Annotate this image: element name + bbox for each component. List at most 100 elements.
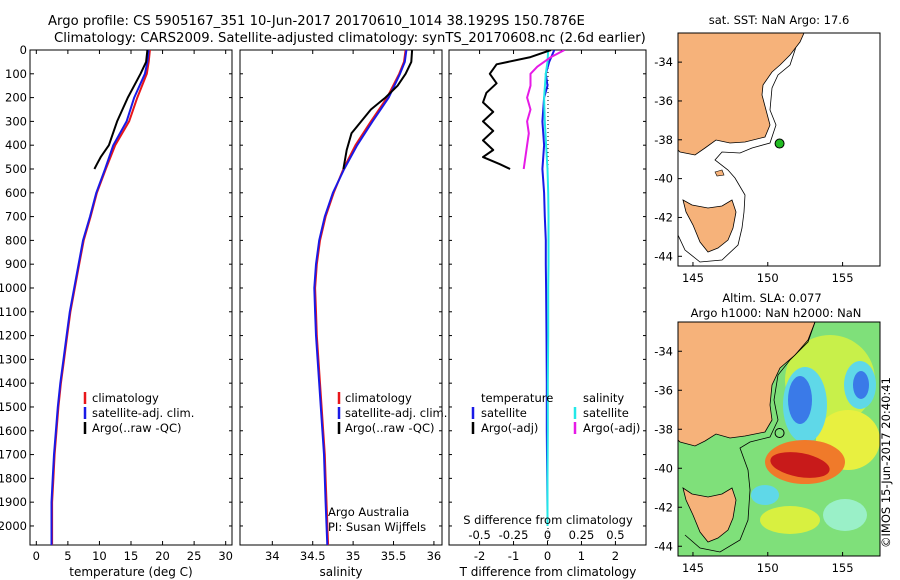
lat-tick-label: -34 bbox=[654, 55, 673, 69]
imos-footer: ©IMOS 15-Jun-2017 20:40:41 bbox=[879, 377, 893, 548]
argo-location-marker bbox=[774, 138, 785, 149]
x-tick-label: 10 bbox=[92, 549, 107, 563]
sst-map-panel: sat. SST: NaN Argo: 17.6 145 150 155 -34 -36… bbox=[654, 13, 881, 285]
difference-legend: temperature satellite Argo(-adj) salinit… bbox=[471, 391, 640, 435]
difference-series bbox=[482, 50, 565, 526]
sla-map-title-line2: Argo h1000: NaN h2000: NaN bbox=[691, 306, 862, 320]
salinity-series bbox=[313, 50, 414, 545]
lon-tick-label: 150 bbox=[757, 561, 779, 575]
s-difference-ticks: -0.5 -0.25 0 0.25 0.5 bbox=[468, 528, 624, 542]
legend-temp-argo: Argo(-adj) bbox=[481, 421, 538, 435]
depth-tick-label: 700 bbox=[5, 210, 27, 224]
depth-tick-label: 0 bbox=[20, 43, 27, 57]
x-tick-label: 35 bbox=[346, 549, 361, 563]
x-tick-label: 0 bbox=[33, 549, 40, 563]
lat-tick-label: -34 bbox=[654, 344, 673, 358]
shelf-contour bbox=[684, 322, 816, 553]
legend-sal-satellite: satellite bbox=[583, 406, 629, 420]
t-difference-xlabel: T difference from climatology bbox=[459, 565, 637, 579]
temperature-axes bbox=[29, 49, 233, 546]
sst-map-ticks: 145 150 155 -34 -36 -38 -40 -42 -44 bbox=[654, 55, 853, 285]
lat-tick-label: -38 bbox=[654, 133, 673, 147]
sla-cyan-eddy bbox=[751, 485, 779, 505]
x-tick-label: -1 bbox=[508, 549, 519, 563]
lat-tick-label: -38 bbox=[654, 422, 673, 436]
lon-tick-label: 155 bbox=[832, 561, 854, 575]
mainland-land bbox=[678, 322, 816, 447]
x-tick-label: 0 bbox=[544, 549, 551, 563]
legend-argo: Argo(..raw -QC) bbox=[92, 421, 182, 435]
temperature-xlabel: temperature (deg C) bbox=[69, 565, 192, 579]
x-tick-label: -2 bbox=[474, 549, 485, 563]
tasmania-land bbox=[682, 199, 737, 253]
sla-map-title-line1: Altim. SLA: 0.077 bbox=[722, 291, 821, 305]
depth-tick-label: 1000 bbox=[0, 281, 27, 295]
lon-tick-label: 145 bbox=[682, 271, 704, 285]
sla-map-panel: Altim. SLA: 0.077 Argo h1000: NaN h2000:… bbox=[654, 291, 881, 575]
x-tick-label: 20 bbox=[155, 549, 170, 563]
legend-temp-satellite: satellite bbox=[481, 406, 527, 420]
shelf-contour bbox=[678, 33, 801, 263]
series-line-salinity-argo-adj- bbox=[522, 50, 565, 170]
salinity-panel: 34 34.5 35 35.5 36 climatology satellite-adj… bbox=[239, 49, 447, 579]
x-tick-label: 2 bbox=[612, 549, 619, 563]
legend-climatology: climatology bbox=[92, 391, 159, 405]
depth-ticks: 0 100 200 300 400 500 600 700 800 900 1000 1100 1200… bbox=[0, 43, 34, 533]
header-line2: Climatology: CARS2009. Satellite-adjuste… bbox=[54, 31, 646, 46]
series-line-temperature-argo-adj- bbox=[482, 50, 552, 170]
depth-tick-label: 1900 bbox=[0, 495, 27, 509]
sla-cyan-eddy bbox=[823, 499, 867, 531]
sla-map-ticks: 145 150 155 -34 -36 -38 -40 -42 -44 bbox=[654, 344, 853, 575]
sla-blue-eddy bbox=[853, 371, 869, 399]
series-line-argo-raw-qc- bbox=[93, 50, 149, 170]
x-tick-label: 15 bbox=[124, 549, 139, 563]
sla-blue-eddy bbox=[788, 376, 812, 424]
kangaroo-island bbox=[714, 169, 725, 177]
annotation-line2: PI: Susan Wijffels bbox=[328, 520, 426, 534]
tasmania-land bbox=[682, 487, 737, 543]
sst-map-frame bbox=[677, 32, 881, 267]
depth-tick-label: 400 bbox=[5, 138, 27, 152]
depth-tick-label: 500 bbox=[5, 162, 27, 176]
depth-tick-label: 1100 bbox=[0, 305, 27, 319]
temperature-panel: 0100200300400500600700800900100011001200… bbox=[0, 43, 233, 579]
s-difference-label: S difference from climatology bbox=[463, 513, 633, 527]
lat-tick-label: -44 bbox=[654, 249, 673, 263]
series-line-satellite-adj-clim- bbox=[50, 50, 150, 545]
x-tick-label: 34 bbox=[265, 549, 280, 563]
salinity-xticks: 34 34.5 35 35.5 36 bbox=[240, 49, 442, 563]
legend-satellite: satellite-adj. clim. bbox=[92, 406, 194, 420]
salinity-xlabel: salinity bbox=[319, 565, 362, 579]
depth-tick-label: 900 bbox=[5, 257, 27, 271]
legend-sal-argo: Argo(-adj) bbox=[583, 421, 640, 435]
sla-yellow-blob bbox=[760, 506, 820, 534]
x-tick-label: 25 bbox=[187, 549, 202, 563]
temperature-legend: climatology satellite-adj. clim. Argo(..… bbox=[83, 391, 194, 435]
x-tick-label: 35.5 bbox=[381, 549, 407, 563]
temperature-xticks: 0 5 10 15 20 25 30 bbox=[33, 49, 233, 563]
lat-tick-label: -36 bbox=[654, 94, 673, 108]
s-diff-tick-label: 0.5 bbox=[606, 528, 624, 542]
lat-tick-label: -36 bbox=[654, 383, 673, 397]
lat-tick-label: -40 bbox=[654, 172, 673, 186]
sla-map-frame bbox=[677, 321, 881, 557]
legend-salinity-title: salinity bbox=[583, 391, 624, 405]
salinity-axes bbox=[239, 49, 443, 546]
legend-climatology: climatology bbox=[345, 391, 412, 405]
lon-tick-label: 155 bbox=[832, 271, 854, 285]
legend-satellite: satellite-adj. clim. bbox=[345, 406, 447, 420]
difference-xticks: -2 -1 0 1 2 bbox=[449, 49, 646, 563]
depth-tick-label: 1200 bbox=[0, 329, 27, 343]
lat-tick-label: -44 bbox=[654, 539, 673, 553]
lat-tick-label: -40 bbox=[654, 461, 673, 475]
temperature-series bbox=[50, 50, 151, 545]
depth-tick-label: 200 bbox=[5, 91, 27, 105]
depth-tick-label: 1600 bbox=[0, 424, 27, 438]
sla-heatmap bbox=[678, 322, 880, 556]
sla-red-eddy bbox=[770, 452, 830, 478]
series-line-satellite-adj-clim- bbox=[313, 50, 408, 545]
lat-tick-label: -42 bbox=[654, 210, 673, 224]
difference-panel: -2 -1 0 1 2 temperature satellite Argo(-adj)… bbox=[448, 49, 647, 579]
depth-tick-label: 800 bbox=[5, 233, 27, 247]
